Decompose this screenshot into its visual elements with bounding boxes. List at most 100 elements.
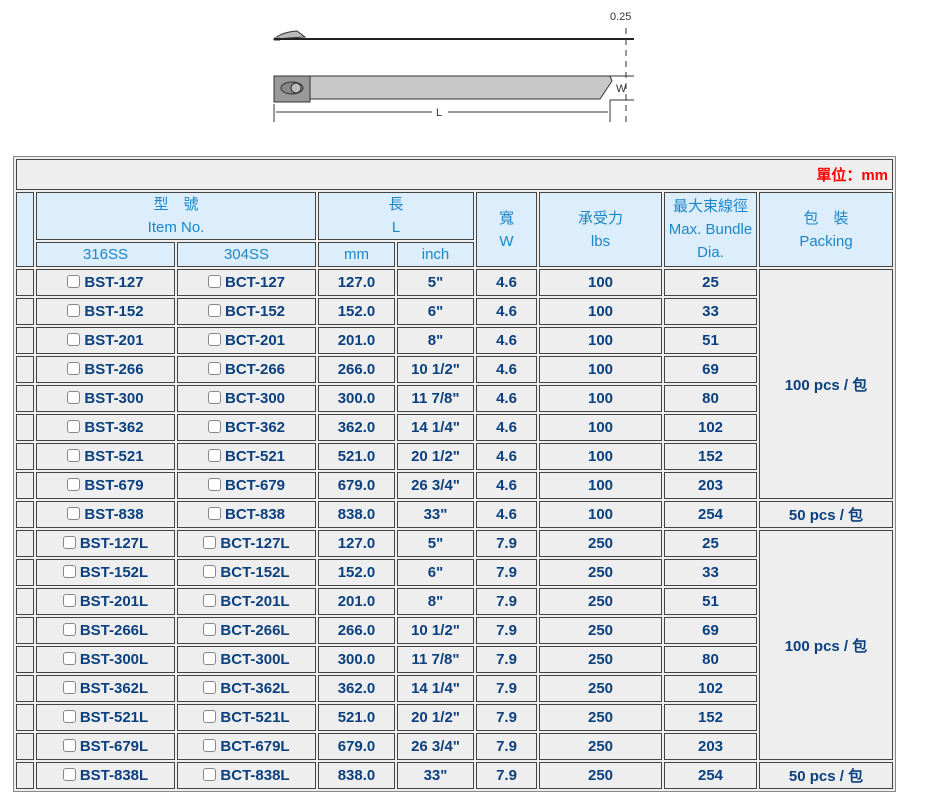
select-checkbox[interactable] bbox=[67, 391, 81, 404]
cell-w: 4.6 bbox=[476, 385, 537, 412]
select-checkbox[interactable] bbox=[62, 681, 76, 694]
select-checkbox[interactable] bbox=[207, 362, 221, 375]
item-code: BCT-679 bbox=[224, 477, 286, 494]
select-checkbox[interactable] bbox=[62, 594, 76, 607]
item-cell-ss304: BCT-152L bbox=[177, 559, 316, 586]
cell-mm: 362.0 bbox=[318, 675, 395, 702]
select-checkbox[interactable] bbox=[207, 275, 221, 288]
select-checkbox[interactable] bbox=[207, 304, 221, 317]
cell-dia: 80 bbox=[664, 646, 757, 673]
item-code: BST-300 bbox=[84, 390, 144, 407]
row-blank bbox=[16, 588, 34, 615]
select-checkbox[interactable] bbox=[203, 739, 217, 752]
item-cell-ss316: BST-152L bbox=[36, 559, 175, 586]
select-checkbox[interactable] bbox=[203, 594, 217, 607]
select-checkbox[interactable] bbox=[62, 768, 76, 781]
strength-en: lbs bbox=[590, 232, 611, 250]
cell-dia: 69 bbox=[664, 617, 757, 644]
row-blank bbox=[16, 733, 34, 760]
cell-inch: 33" bbox=[397, 501, 474, 528]
select-checkbox[interactable] bbox=[62, 536, 76, 549]
row-blank bbox=[16, 327, 34, 354]
cell-w: 4.6 bbox=[476, 472, 537, 499]
select-checkbox[interactable] bbox=[203, 565, 217, 578]
select-checkbox[interactable] bbox=[67, 420, 81, 433]
item-cell-ss304: BCT-266 bbox=[177, 356, 316, 383]
select-checkbox[interactable] bbox=[203, 652, 217, 665]
cell-lbs: 250 bbox=[539, 675, 662, 702]
select-checkbox[interactable] bbox=[207, 333, 221, 346]
cell-dia: 203 bbox=[664, 733, 757, 760]
select-checkbox[interactable] bbox=[203, 710, 217, 723]
item-cell-ss316: BST-679 bbox=[36, 472, 175, 499]
select-checkbox[interactable] bbox=[62, 652, 76, 665]
cell-w: 4.6 bbox=[476, 298, 537, 325]
cell-lbs: 100 bbox=[539, 385, 662, 412]
item-code: BCT-266 bbox=[224, 361, 286, 378]
row-blank bbox=[16, 298, 34, 325]
item-code: BST-679 bbox=[84, 477, 144, 494]
select-checkbox[interactable] bbox=[207, 478, 221, 491]
select-checkbox[interactable] bbox=[62, 565, 76, 578]
select-checkbox[interactable] bbox=[67, 507, 81, 520]
cell-w: 7.9 bbox=[476, 588, 537, 615]
cell-w: 7.9 bbox=[476, 617, 537, 644]
table-row: BST-127L BCT-127L 127.0 5" 7.9 250 25 100 pcs /… bbox=[16, 530, 893, 760]
item-code: BCT-362 bbox=[224, 419, 286, 436]
item-code: BCT-127L bbox=[220, 535, 290, 552]
row-blank bbox=[16, 704, 34, 731]
row-blank bbox=[16, 530, 34, 557]
table-row: BST-362 BCT-362 362.0 14 1/4" 4.6 100 102 bbox=[16, 414, 893, 441]
select-checkbox[interactable] bbox=[207, 420, 221, 433]
table-row: BST-838L BCT-838L 838.0 33" 7.9 250 254 50 pcs … bbox=[16, 762, 893, 789]
select-checkbox[interactable] bbox=[203, 536, 217, 549]
cell-w: 7.9 bbox=[476, 530, 537, 557]
cell-lbs: 100 bbox=[539, 298, 662, 325]
item-cell-ss304: BCT-521L bbox=[177, 704, 316, 731]
cell-lbs: 100 bbox=[539, 356, 662, 383]
item-code: BCT-521L bbox=[220, 709, 290, 726]
select-checkbox[interactable] bbox=[67, 362, 81, 375]
cell-mm: 679.0 bbox=[318, 733, 395, 760]
packing-en: Packing bbox=[799, 232, 853, 250]
select-checkbox[interactable] bbox=[67, 478, 81, 491]
item-cell-ss304: BCT-521 bbox=[177, 443, 316, 470]
col-316ss: 316SS bbox=[36, 242, 175, 267]
select-checkbox[interactable] bbox=[203, 623, 217, 636]
cell-w: 4.6 bbox=[476, 501, 537, 528]
cell-dia: 69 bbox=[664, 356, 757, 383]
select-checkbox[interactable] bbox=[207, 391, 221, 404]
select-checkbox[interactable] bbox=[67, 304, 81, 317]
item-cell-ss316: BST-201 bbox=[36, 327, 175, 354]
select-checkbox[interactable] bbox=[203, 768, 217, 781]
select-checkbox[interactable] bbox=[67, 449, 81, 462]
unit-label: 單位：mm bbox=[16, 159, 893, 190]
select-checkbox[interactable] bbox=[62, 710, 76, 723]
select-checkbox[interactable] bbox=[207, 449, 221, 462]
item-cell-ss316: BST-127 bbox=[36, 269, 175, 296]
row-blank bbox=[16, 501, 34, 528]
row-blank bbox=[16, 646, 34, 673]
cable-tie-diagram: 0.25 W L bbox=[272, 11, 634, 122]
packing-cell: 100 pcs / 包 bbox=[759, 530, 893, 760]
row-blank bbox=[16, 443, 34, 470]
item-cell-ss304: BCT-362 bbox=[177, 414, 316, 441]
select-checkbox[interactable] bbox=[67, 275, 81, 288]
cell-inch: 6" bbox=[397, 298, 474, 325]
strength-zh: 承受力 bbox=[577, 209, 623, 227]
table-row: BST-127 BCT-127 127.0 5" 4.6 100 25 100 pcs / 包 bbox=[16, 269, 893, 499]
select-checkbox[interactable] bbox=[62, 623, 76, 636]
table-row: BST-201 BCT-201 201.0 8" 4.6 100 51 bbox=[16, 327, 893, 354]
select-checkbox[interactable] bbox=[203, 681, 217, 694]
item-code: BST-362 bbox=[84, 419, 144, 436]
select-checkbox[interactable] bbox=[62, 739, 76, 752]
packing-cell: 100 pcs / 包 bbox=[759, 269, 893, 499]
bundle-zh: 最大束線徑 bbox=[672, 198, 748, 215]
select-checkbox[interactable] bbox=[67, 333, 81, 346]
item-en: Item No. bbox=[147, 219, 205, 236]
cell-inch: 14 1/4" bbox=[397, 414, 474, 441]
cell-mm: 152.0 bbox=[318, 298, 395, 325]
table-row: BST-300L BCT-300L 300.0 11 7/8" 7.9 250 80 bbox=[16, 646, 893, 673]
select-checkbox[interactable] bbox=[207, 507, 221, 520]
item-cell-ss316: BST-679L bbox=[36, 733, 175, 760]
